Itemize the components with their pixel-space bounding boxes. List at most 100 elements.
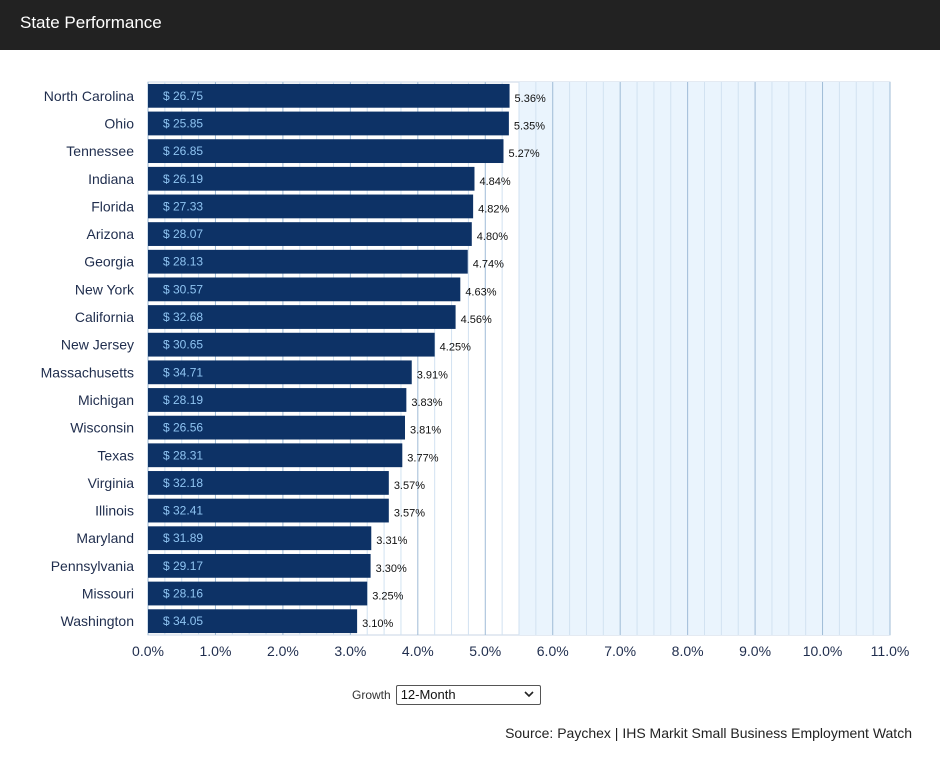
x-tick-label: 5.0% (469, 643, 501, 659)
bar-wage-label: $ 27.33 (163, 199, 203, 213)
bar (148, 332, 435, 357)
bar (148, 222, 472, 246)
category-label: Ohio (104, 115, 134, 131)
bar (148, 609, 358, 634)
growth-period-select[interactable]: 12-Month (395, 685, 541, 705)
x-tick-label: 2.0% (267, 643, 299, 659)
bar (148, 526, 372, 551)
bar-wage-label: $ 30.65 (163, 338, 203, 352)
bar (148, 194, 474, 219)
x-tick-label: 9.0% (739, 643, 771, 659)
bar-wage-label: $ 28.16 (163, 587, 203, 601)
bar-wage-label: $ 26.75 (163, 89, 203, 103)
bar-wage-label: $ 28.19 (163, 393, 203, 407)
bar (148, 443, 403, 468)
category-label: Washington (61, 613, 134, 629)
bar-value-label: 3.81% (410, 425, 441, 437)
bar-value-label: 3.91% (417, 369, 448, 381)
bar-wage-label: $ 26.85 (163, 144, 203, 158)
bar-value-label: 3.10% (362, 618, 393, 630)
x-tick-label: 7.0% (604, 643, 636, 659)
bar-value-label: 5.35% (514, 120, 545, 132)
category-label: Missouri (82, 586, 134, 602)
x-tick-label: 1.0% (199, 643, 231, 659)
category-label: Tennessee (66, 143, 134, 159)
bar-value-label: 4.74% (473, 259, 504, 271)
bar (148, 553, 371, 578)
x-tick-label: 11.0% (871, 643, 910, 659)
category-label: Massachusetts (41, 364, 134, 380)
category-label: Arizona (87, 226, 135, 242)
bar-wage-label: $ 28.13 (163, 255, 203, 269)
bar-wage-label: $ 26.56 (163, 421, 203, 435)
bar-value-label: 5.27% (508, 148, 539, 160)
bar-value-label: 3.30% (376, 563, 407, 575)
bar-value-label: 4.56% (461, 314, 492, 326)
bar-wage-label: $ 34.05 (163, 614, 203, 628)
x-tick-label: 0.0% (132, 643, 164, 659)
category-label: Wisconsin (70, 420, 134, 436)
x-tick-label: 8.0% (672, 643, 704, 659)
category-label: Florida (91, 198, 134, 214)
bar-value-label: 3.31% (376, 535, 407, 547)
x-tick-label: 3.0% (334, 643, 366, 659)
bar-value-label: 3.25% (372, 591, 403, 603)
bar (148, 83, 510, 108)
bar-value-label: 4.25% (440, 342, 471, 354)
category-label: Maryland (76, 530, 134, 546)
bar-value-label: 4.84% (479, 176, 510, 188)
bar (148, 388, 407, 412)
bar-value-label: 4.80% (477, 231, 508, 243)
state-performance-chart: $ 26.75 5.36% North Carolina $ 25.85 5.35% Oh… (41, 81, 910, 659)
category-label: Indiana (88, 171, 134, 187)
source-note: Source: Paychex | IHS Markit Small Busin… (505, 725, 912, 741)
bar-wage-label: $ 28.07 (163, 227, 203, 241)
category-label: Georgia (84, 254, 134, 270)
x-tick-label: 6.0% (537, 643, 569, 659)
bar-wage-label: $ 29.17 (163, 559, 203, 573)
bar (148, 360, 412, 385)
category-label: New Jersey (61, 337, 134, 353)
bar (148, 277, 461, 302)
bar-value-label: 3.77% (407, 452, 438, 464)
x-tick-label: 10.0% (803, 643, 843, 659)
category-label: Illinois (95, 503, 134, 519)
bar (148, 498, 389, 523)
chevron-down-icon (524, 691, 534, 698)
bar-wage-label: $ 32.18 (163, 476, 203, 490)
bar-wage-label: $ 32.41 (163, 504, 203, 518)
bar-wage-label: $ 31.89 (163, 531, 203, 545)
bar-wage-label: $ 25.85 (163, 116, 203, 130)
bar-wage-label: $ 34.71 (163, 365, 203, 379)
bar (148, 471, 389, 495)
category-label: Pennsylvania (51, 558, 134, 574)
bar-wage-label: $ 26.19 (163, 172, 203, 186)
category-label: New York (75, 281, 135, 297)
growth-selected-value: 12-Month (400, 687, 456, 702)
bar (148, 415, 406, 440)
bar-value-label: 4.63% (465, 286, 496, 298)
category-label: Virginia (88, 475, 135, 491)
bar-value-label: 5.36% (515, 93, 546, 105)
bar (148, 166, 475, 191)
category-label: North Carolina (44, 88, 134, 104)
bar (148, 139, 504, 164)
growth-control: Growth 12-Month (352, 684, 541, 706)
growth-label: Growth (352, 688, 391, 702)
bar-value-label: 3.83% (411, 397, 442, 409)
bar-value-label: 4.82% (478, 203, 509, 215)
bar-value-label: 3.57% (394, 480, 425, 492)
header-bar: State Performance (0, 0, 940, 50)
x-tick-label: 4.0% (402, 643, 434, 659)
bar-wage-label: $ 32.68 (163, 310, 203, 324)
category-label: California (75, 309, 134, 325)
bar (148, 305, 456, 329)
bar-wage-label: $ 30.57 (163, 282, 203, 296)
bar (148, 111, 509, 136)
bar (148, 581, 368, 606)
bar-wage-label: $ 28.31 (163, 448, 203, 462)
bar (148, 249, 468, 274)
bar-value-label: 3.57% (394, 508, 425, 520)
category-label: Michigan (78, 392, 134, 408)
category-label: Texas (97, 447, 134, 463)
